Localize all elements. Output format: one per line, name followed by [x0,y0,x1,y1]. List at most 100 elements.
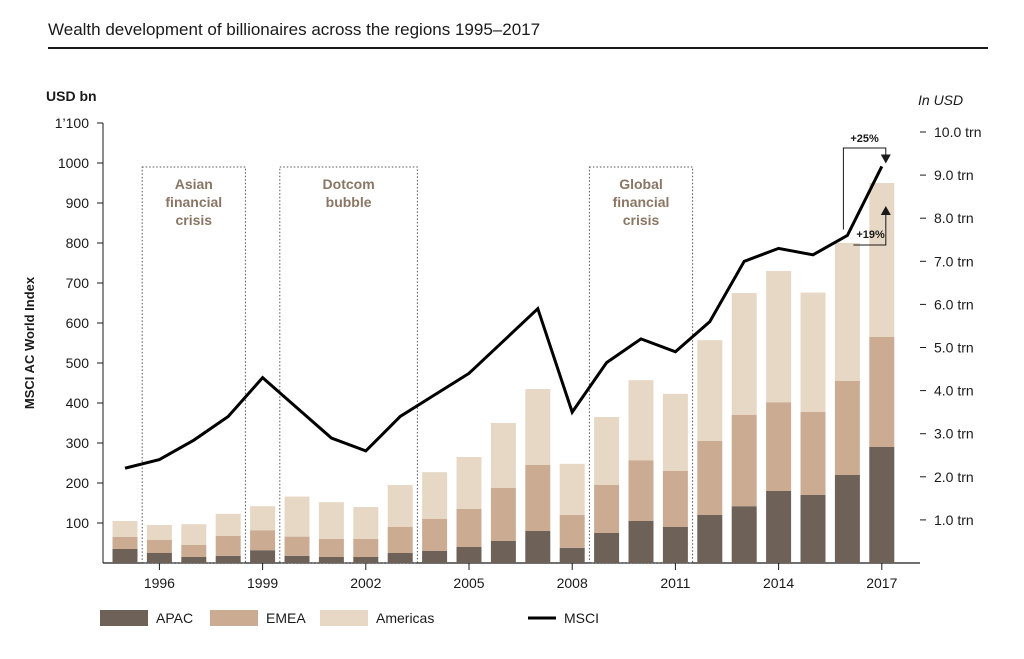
bar-americas [318,502,344,539]
right-tick-label: 4.0 trn [934,383,974,399]
legend-label-emea: EMEA [266,610,306,626]
right-tick-label: 10.0 trn [934,124,981,140]
bar-apac [215,555,241,563]
left-tick-label: 200 [66,475,90,491]
bar-apac [594,533,620,563]
right-tick-label: 6.0 trn [934,296,974,312]
bar-apac [250,550,276,563]
bar-americas [628,380,654,461]
bar-emea [594,485,620,533]
bar-emea [250,530,276,551]
right-tick-label: 7.0 trn [934,253,974,269]
bar-americas [800,292,826,412]
bar-emea [181,545,207,557]
bar-apac [559,547,585,563]
bar-apac [525,531,551,563]
bar-americas [284,496,310,537]
legend-label-msci: MSCI [564,610,599,626]
bar-apac [112,549,138,563]
bar-apac [869,447,895,563]
bar-emea [456,509,482,547]
bar-emea [628,460,654,521]
crisis-period-label: Asian [175,176,213,192]
bar-americas [834,243,860,381]
x-tick-label: 2014 [763,575,794,591]
bar-americas [490,423,516,488]
bar-emea [731,415,757,507]
left-tick-label: 500 [66,355,90,371]
x-tick-label: 1996 [144,575,175,591]
left-tick-label: 900 [66,195,90,211]
msci-change-label: +25% [850,133,879,145]
y-axis-label: MSCI AC World Index [22,276,37,409]
bar-emea [525,465,551,531]
bars-change-arrow [880,206,891,215]
msci-line [124,165,884,470]
bar-apac [766,491,792,563]
bar-apac [181,557,207,563]
left-tick-label: 1000 [58,155,89,171]
crisis-period-label: bubble [326,194,372,210]
bar-emea [387,527,413,553]
msci-change-arrow [880,154,891,164]
crisis-period-label: financial [613,194,670,210]
left-tick-label: 800 [66,235,90,251]
x-tick-label: 1999 [247,575,278,591]
right-tick-label: 2.0 trn [934,469,974,485]
bar-americas [869,183,895,337]
bar-americas [594,417,620,485]
bar-americas [731,293,757,415]
x-tick-label: 2008 [557,575,588,591]
bar-apac [731,506,757,563]
right-tick-label: 8.0 trn [934,210,974,226]
crisis-period-box [279,166,418,564]
left-tick-label: 400 [66,395,90,411]
bar-emea [490,487,516,541]
bar-americas [353,507,379,539]
bar-americas [525,389,551,465]
title-rule [48,47,988,49]
bar-apac [456,547,482,563]
bar-apac [697,515,723,563]
bar-americas [456,457,482,509]
bar-americas [697,340,723,441]
left-unit-label: USD bn [46,88,97,104]
legend-swatch-apac [100,610,148,626]
crisis-period-label: Dotcom [323,176,375,192]
bar-apac [387,553,413,563]
left-tick-label: 300 [66,435,90,451]
bar-apac [146,553,172,563]
bar-americas [766,271,792,403]
crisis-period-label: crisis [176,212,213,228]
right-tick-label: 5.0 trn [934,340,974,356]
bar-emea [834,381,860,475]
bar-emea [766,402,792,491]
bar-americas [422,472,448,519]
bars-change-bracket [853,213,887,246]
bar-emea [422,519,448,551]
bar-emea [284,536,310,556]
right-tick-label: 9.0 trn [934,167,974,183]
legend-swatch-americas [320,610,368,626]
bar-americas [112,521,138,537]
bar-apac [834,475,860,563]
crisis-period-label: Global [619,176,663,192]
bar-apac [284,555,310,563]
bar-emea [112,537,138,549]
bar-apac [353,557,379,563]
msci-change-bracket [842,147,887,230]
chart-title: Wealth development of billionaires acros… [48,20,541,39]
right-unit-label: In USD [918,92,963,108]
legend-swatch-emea [210,610,258,626]
bar-emea [318,539,344,557]
bars-change-label: +19% [856,229,885,241]
x-tick-label: 2002 [350,575,381,591]
crisis-period-label: crisis [623,212,660,228]
bar-emea [146,539,172,553]
crisis-period-label: financial [165,194,222,210]
bar-apac [490,541,516,563]
bar-emea [662,471,688,527]
bar-emea [559,515,585,548]
left-tick-label: 700 [66,275,90,291]
